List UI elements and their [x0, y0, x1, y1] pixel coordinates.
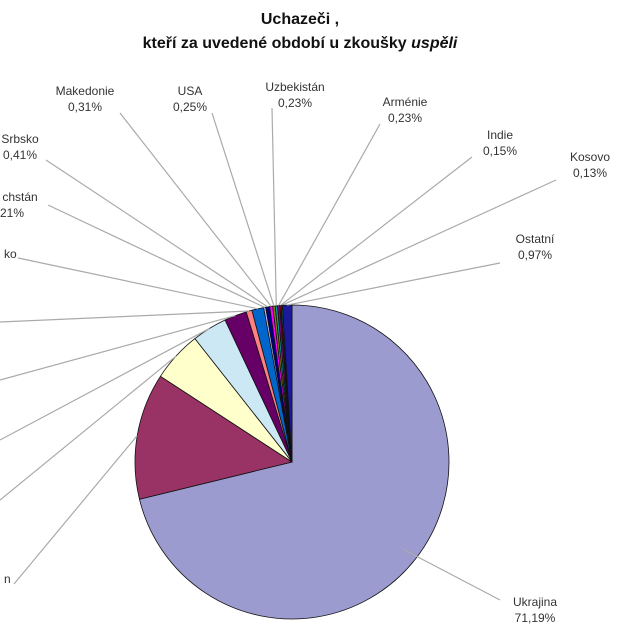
slice-value: 0,23%: [278, 96, 312, 110]
slice-value: 0,31%: [68, 100, 102, 114]
leader-line: [271, 107, 277, 306]
slice-value: 0,25%: [173, 100, 207, 114]
slice-label: Arménie: [383, 95, 428, 109]
subtitle-text: kteří za uvedené období u zkoušky: [143, 35, 407, 52]
subtitle-emphasis: uspěli: [411, 35, 458, 52]
slice-label: USA: [178, 84, 203, 98]
leader-line: [280, 156, 473, 306]
slice-value: 71,19%: [515, 611, 556, 625]
leader-line: [402, 548, 501, 601]
slice-label: Ukrajina: [513, 595, 557, 609]
leader-line: [0, 327, 210, 441]
chart-title: Uchazeči ,: [261, 11, 339, 28]
leader-line: [0, 310, 250, 323]
leader-line: [281, 179, 557, 306]
slice-label: Indie: [487, 128, 513, 142]
slice-value: 0,23%: [388, 111, 422, 125]
slice-label: ko: [4, 247, 17, 261]
leader-line: [119, 112, 272, 307]
leader-line: [287, 262, 501, 306]
pie-slice: [282, 304, 293, 463]
slice-label: Uzbekistán: [265, 80, 324, 94]
leader-line: [0, 355, 177, 501]
leader-line: [278, 123, 381, 306]
slice-value: 0,15%: [483, 144, 517, 158]
slice-label: Kosovo: [570, 150, 610, 164]
slice-label: Ostatní: [516, 232, 555, 246]
leader-line: [13, 435, 138, 585]
slice-value: 0,97%: [518, 248, 552, 262]
chart-subtitle: kteří za uvedené období u zkoušky uspěli: [143, 35, 458, 52]
pie-slice: [138, 304, 450, 620]
leader-line: [0, 314, 236, 381]
slice-label: chstán: [2, 190, 37, 204]
leader-line: [45, 159, 269, 308]
slice-label: Makedonie: [56, 84, 115, 98]
slice-label: Srbsko: [1, 132, 39, 146]
leader-line: [17, 257, 258, 310]
slice-value: 0,13%: [573, 166, 607, 180]
slice-value: 0,41%: [3, 148, 37, 162]
leader-line: [47, 204, 265, 308]
slice-value: 21%: [0, 206, 24, 220]
slice-label: n: [4, 572, 11, 586]
leader-line: [211, 112, 275, 307]
pie-slice: [134, 375, 293, 500]
